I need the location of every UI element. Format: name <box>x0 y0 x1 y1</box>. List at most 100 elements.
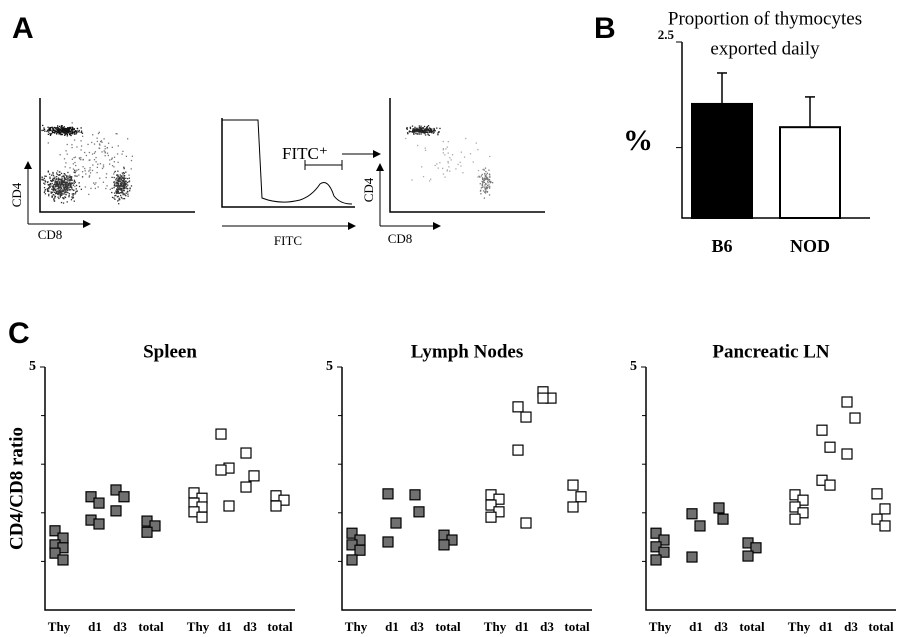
flow-dot <box>123 188 125 190</box>
flow-dot <box>55 190 58 193</box>
flow-dot <box>122 193 124 196</box>
flow-dot <box>117 192 119 194</box>
flow-dot <box>130 185 133 187</box>
flow-dot <box>116 181 119 183</box>
flow-dot <box>123 184 125 186</box>
flow-dot <box>63 192 65 194</box>
flow-dot <box>65 187 67 189</box>
flow-dot <box>49 186 51 188</box>
flow-dot <box>427 130 429 132</box>
flow-dot <box>68 187 70 189</box>
flow-dot <box>432 129 435 131</box>
flow-dot <box>484 184 486 186</box>
flow-dot <box>477 149 479 151</box>
flow-dot <box>51 126 53 128</box>
flow-dot <box>54 187 56 189</box>
flow-dot <box>66 186 68 188</box>
flow-dot <box>48 128 50 130</box>
flow-dot <box>448 166 450 168</box>
flow-dot <box>488 169 490 171</box>
data-point <box>879 520 891 532</box>
flow-dot <box>48 188 50 190</box>
flow-dot <box>411 131 413 133</box>
flow-dot <box>73 200 75 202</box>
flow-dot <box>60 187 63 189</box>
flow-dot <box>104 155 106 157</box>
flow-dot <box>95 161 97 163</box>
flow-dot <box>122 179 125 182</box>
flow-dot <box>122 191 124 193</box>
flow-dot <box>66 187 68 190</box>
chart-title: Spleen <box>143 341 197 362</box>
flow-dot <box>68 193 71 195</box>
flow-dot <box>41 176 43 178</box>
flow-dot <box>127 191 129 193</box>
flow-dot <box>74 171 76 174</box>
flow-dot <box>491 182 494 184</box>
flow-dot <box>52 189 54 191</box>
flow-dot <box>101 167 104 170</box>
flow-dot <box>66 191 68 193</box>
flow-dot <box>122 183 125 185</box>
chart-title: Lymph Nodes <box>411 341 523 362</box>
flow-dot <box>42 179 44 181</box>
flow-dot <box>67 191 69 194</box>
flow-dot <box>73 131 75 134</box>
flow-dot <box>417 130 419 132</box>
flow-dot <box>477 176 479 178</box>
flow-dot <box>421 166 423 168</box>
x-tick-label: total <box>435 619 461 634</box>
flow-dot <box>62 181 64 183</box>
flow-dot <box>54 132 56 134</box>
flow-dot <box>69 126 72 129</box>
flow-dot <box>76 146 78 148</box>
flow-dot <box>47 142 49 144</box>
data-point <box>438 539 450 551</box>
x-tick-label: B6 <box>711 236 732 256</box>
flow-dot <box>437 132 439 134</box>
flow-dot <box>63 128 66 130</box>
flow-dot <box>116 133 118 135</box>
flow-dot <box>78 131 81 133</box>
flow-dot <box>68 128 71 130</box>
flow-dot <box>406 127 408 130</box>
flow-dot <box>122 150 124 153</box>
flow-dot <box>52 194 54 196</box>
flow-dot <box>120 189 123 191</box>
flow-dot <box>430 130 433 133</box>
flow-dot <box>118 199 120 201</box>
flow-dot <box>52 171 54 174</box>
flow-dot <box>71 179 73 181</box>
flow-dot <box>58 193 60 196</box>
flow-dot <box>49 133 52 136</box>
flow-dot <box>44 181 46 183</box>
flow-dot <box>421 130 423 132</box>
flow-dot <box>68 129 70 132</box>
flow-dot <box>70 184 72 186</box>
flow-dot <box>56 182 58 184</box>
flow-dot <box>87 143 89 146</box>
flow-dot <box>119 184 121 187</box>
flow-dot <box>118 186 120 189</box>
flow-dot <box>59 192 61 194</box>
x-tick-label: Thy <box>484 619 507 634</box>
flow-dot <box>51 131 54 133</box>
flow-dot <box>56 176 58 178</box>
flow-dot <box>428 131 431 133</box>
flow-dot <box>68 196 70 198</box>
flow-dot <box>58 189 60 192</box>
panel-label: A <box>12 12 34 45</box>
flow-dot <box>48 190 50 193</box>
flow-dot <box>119 179 121 182</box>
flow-dot <box>417 130 419 133</box>
flow-dot <box>54 185 57 188</box>
flow-dot <box>71 188 73 191</box>
flow-dot <box>109 159 111 161</box>
flow-dot <box>84 170 86 172</box>
x-tick-label: NOD <box>790 236 830 256</box>
flow-dot <box>53 126 56 129</box>
flow-dot <box>484 174 486 177</box>
data-point <box>713 502 725 514</box>
flow-dot <box>103 150 105 152</box>
flow-dot <box>412 128 414 130</box>
